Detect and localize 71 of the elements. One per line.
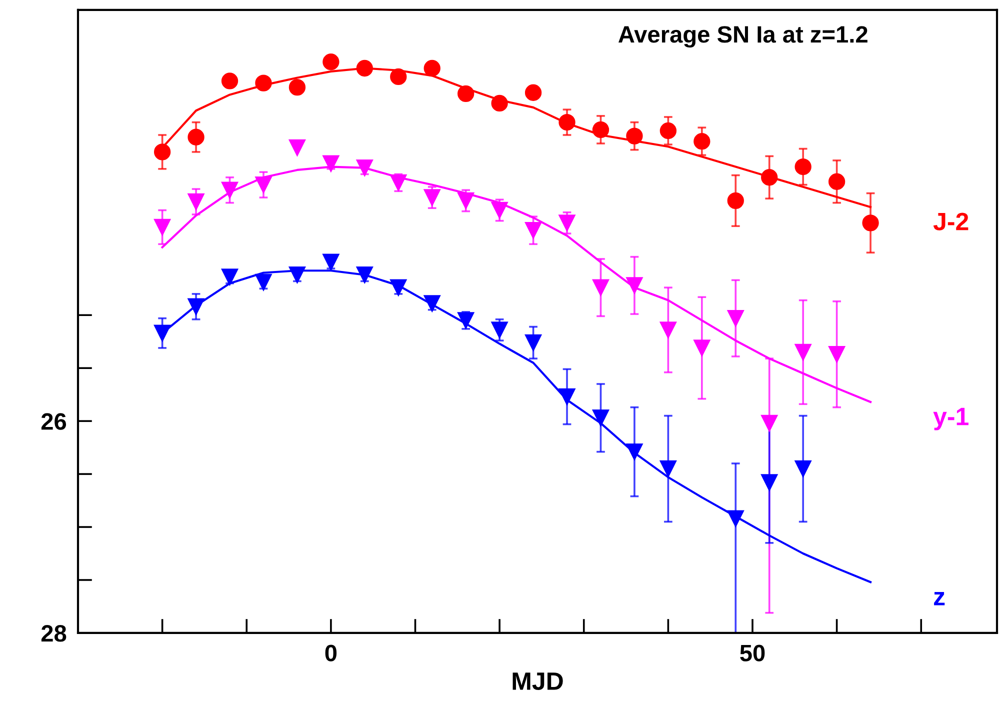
point — [458, 192, 474, 210]
point — [188, 128, 204, 146]
point — [660, 122, 677, 140]
point — [424, 60, 440, 77]
point — [255, 176, 272, 194]
point — [694, 133, 710, 150]
point — [524, 222, 542, 239]
point — [322, 54, 340, 70]
point — [322, 155, 340, 172]
point — [154, 218, 171, 236]
point — [660, 460, 677, 478]
y-tick-label: 28 — [41, 625, 66, 642]
point — [727, 310, 744, 327]
point — [188, 193, 204, 210]
point — [458, 312, 474, 329]
point — [592, 279, 610, 296]
point — [390, 174, 407, 192]
point — [491, 202, 508, 219]
point — [626, 128, 643, 144]
point — [356, 266, 373, 284]
point — [862, 214, 879, 232]
point — [390, 279, 407, 296]
point — [288, 78, 306, 96]
point — [761, 414, 778, 432]
x-tick-label: 0 — [325, 644, 337, 662]
point — [727, 192, 744, 210]
point — [761, 474, 778, 491]
point — [424, 295, 440, 312]
point — [828, 173, 846, 190]
point — [221, 72, 238, 90]
point — [828, 346, 846, 363]
point — [424, 189, 440, 206]
x-axis-title: MJD — [512, 672, 563, 690]
point — [255, 274, 272, 291]
point — [626, 277, 643, 294]
text: Average SN Ia at z=1.2 — [618, 26, 868, 48]
point — [188, 298, 204, 315]
point — [592, 410, 610, 426]
text: z — [934, 592, 945, 606]
point — [154, 324, 171, 342]
point — [626, 443, 643, 460]
x-tick-label: 50 — [740, 644, 765, 662]
point — [221, 268, 238, 286]
point — [356, 160, 373, 176]
point — [154, 144, 171, 160]
point — [390, 68, 407, 86]
point — [288, 266, 306, 284]
point — [727, 510, 744, 527]
point — [524, 334, 542, 351]
point — [660, 322, 677, 338]
point — [794, 460, 812, 478]
point — [558, 388, 576, 406]
text: J-2 — [933, 212, 968, 230]
point — [794, 344, 812, 361]
point — [592, 121, 610, 138]
point — [221, 182, 238, 198]
point — [694, 340, 710, 356]
point — [491, 322, 508, 338]
point — [524, 84, 542, 101]
point — [356, 60, 373, 77]
point — [794, 158, 812, 176]
point — [761, 169, 778, 186]
point — [558, 114, 576, 131]
point — [322, 254, 340, 270]
point — [288, 139, 306, 156]
point — [558, 214, 576, 232]
point — [255, 74, 272, 92]
text: y-1 — [933, 408, 968, 430]
point — [458, 85, 474, 102]
y-tick-label: 26 — [41, 413, 66, 430]
point — [491, 94, 508, 112]
